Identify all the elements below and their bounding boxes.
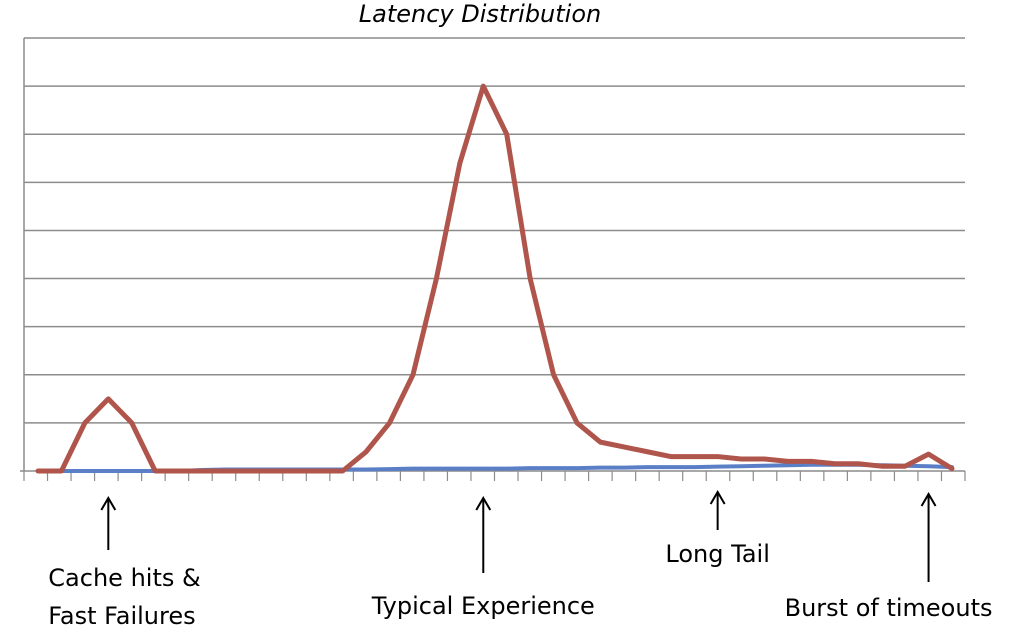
annotation-arrowhead xyxy=(475,496,492,511)
annotation-label: Typical Experience xyxy=(371,592,595,620)
annotation-label: Burst of timeouts xyxy=(785,594,993,622)
gridlines xyxy=(24,37,965,424)
annotation-label: Cache hits & xyxy=(48,564,200,592)
annotation-arrowhead xyxy=(100,496,117,511)
annotation-arrowhead xyxy=(709,490,726,505)
series-group xyxy=(35,83,955,474)
annotation-arrowhead xyxy=(920,492,937,507)
chart-title: Latency Distribution xyxy=(359,0,602,28)
annotation-label: Fast Failures xyxy=(48,602,195,630)
annotations: Cache hits & Fast Failures Typical Experie… xyxy=(48,490,993,630)
series-line-0 xyxy=(35,83,955,474)
annotation-label: Long Tail xyxy=(665,540,769,568)
